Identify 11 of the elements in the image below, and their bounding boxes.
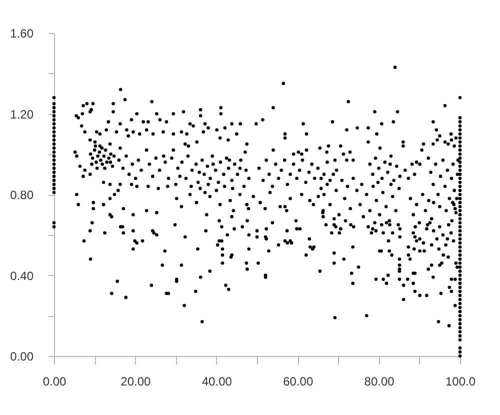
x-tick-label: 60.00: [283, 374, 314, 388]
y-tick-label: 1.60: [10, 26, 34, 40]
y-tick-label: 0.80: [10, 188, 34, 202]
y-tick-label: 0.40: [10, 268, 34, 283]
y-tick-label: 0.00: [10, 350, 34, 364]
x-tick-label: 100.0: [445, 374, 476, 388]
x-tick-label: 20.00: [120, 374, 152, 388]
y-tick-label: 1.20: [10, 107, 34, 122]
x-tick-label: 80.00: [364, 374, 395, 388]
x-tick-label: 0.00: [42, 374, 66, 388]
x-tick-label: 40.00: [202, 374, 232, 388]
